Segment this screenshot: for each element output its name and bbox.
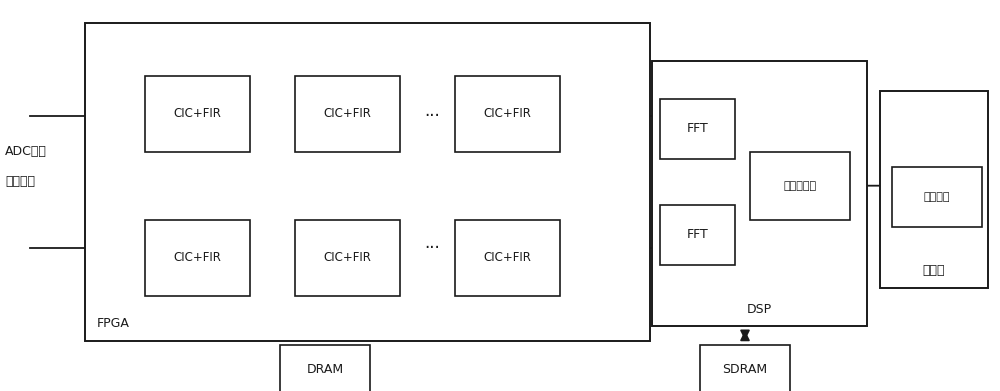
Bar: [652, 61, 867, 326]
Bar: [295, 220, 400, 296]
Bar: [455, 220, 560, 296]
Text: CIC+FIR: CIC+FIR: [174, 107, 221, 120]
Bar: [892, 167, 982, 228]
Bar: [700, 345, 790, 391]
Bar: [145, 220, 250, 296]
Text: DRAM: DRAM: [306, 363, 344, 376]
Text: FPGA: FPGA: [97, 317, 130, 330]
Bar: [85, 23, 650, 341]
Text: 软件端: 软件端: [923, 264, 945, 277]
Bar: [660, 99, 735, 159]
Text: CIC+FIR: CIC+FIR: [484, 107, 531, 120]
Text: DSP: DSP: [747, 303, 772, 316]
Text: SDRAM: SDRAM: [722, 363, 768, 376]
Bar: [880, 91, 988, 288]
Bar: [145, 76, 250, 152]
Bar: [280, 345, 370, 391]
Text: CIC+FIR: CIC+FIR: [324, 251, 371, 264]
Text: ···: ···: [424, 239, 440, 257]
Bar: [750, 152, 850, 220]
Text: ADC采集: ADC采集: [5, 145, 47, 158]
Text: CIC+FIR: CIC+FIR: [484, 251, 531, 264]
Bar: [295, 76, 400, 152]
Text: CIC+FIR: CIC+FIR: [174, 251, 221, 264]
Bar: [660, 204, 735, 265]
Bar: [455, 76, 560, 152]
Text: FFT: FFT: [687, 228, 708, 242]
Text: 互相关处理: 互相关处理: [783, 181, 817, 191]
Text: CIC+FIR: CIC+FIR: [324, 107, 371, 120]
Text: 显示处理: 显示处理: [924, 192, 950, 202]
Text: FFT: FFT: [687, 122, 708, 135]
Text: 数据输入: 数据输入: [5, 176, 35, 188]
Text: ···: ···: [424, 107, 440, 125]
